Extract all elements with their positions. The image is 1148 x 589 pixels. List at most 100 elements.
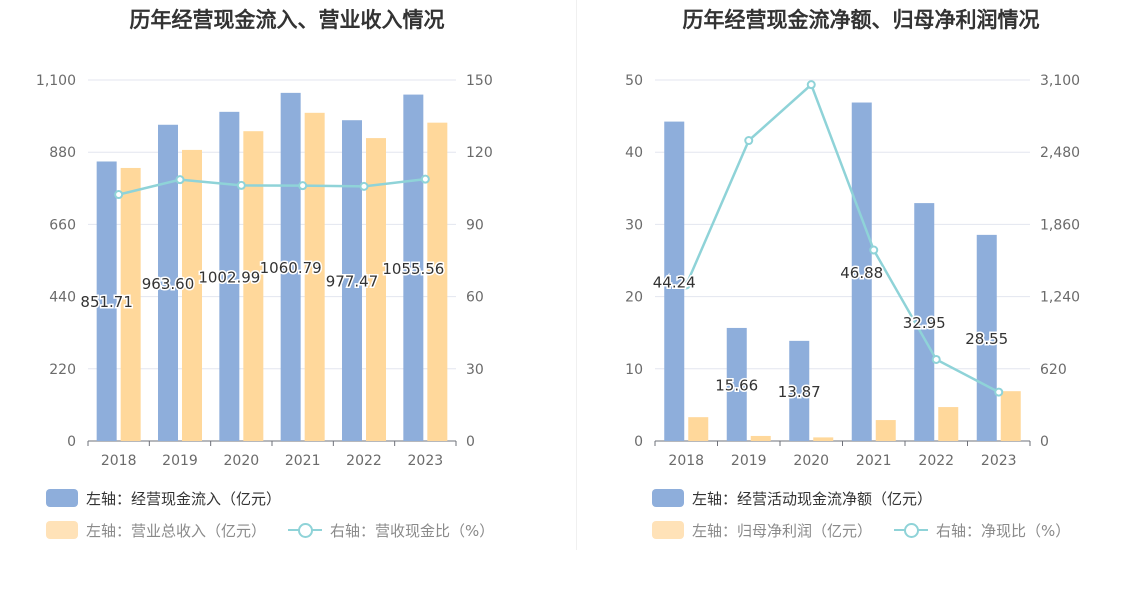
bar-primary: [342, 120, 362, 441]
legend-swatch-cash-inflow: [46, 489, 78, 507]
right-axis-tick-label: 0: [466, 434, 475, 450]
bar-data-label: 46.88: [840, 264, 883, 282]
left-axis-tick-label: 660: [49, 217, 76, 233]
ratio-line: [685, 82, 1000, 394]
legend-swatch-revenue: [46, 521, 78, 539]
bar-data-label: 1055.56: [382, 260, 444, 278]
chart-panel-cash-inflow-revenue: 历年经营现金流入、营业收入情况 0 220 440 660 880 1,100 0 30 60 9…: [0, 0, 574, 560]
legend-item-net-cash-ratio[interactable]: 右轴：净现比（%）: [894, 520, 1070, 541]
bar-primary: [96, 161, 117, 442]
bar-secondary: [427, 122, 448, 441]
bar-secondary: [938, 407, 959, 441]
legend-label-net-cash-ratio: 右轴：净现比（%）: [936, 521, 1071, 540]
bar-data-label: 44.24: [653, 273, 696, 291]
bar-primary: [914, 203, 935, 441]
x-axis-tick-label: 2021: [856, 453, 892, 469]
ratio-point: [298, 181, 308, 191]
ratio-point: [994, 387, 1004, 397]
left-axis-tick-label: 30: [625, 217, 643, 233]
legend-item-net-cashflow[interactable]: 左轴：经营活动现金流净额（亿元）: [652, 488, 932, 509]
legend-row: 左轴：经营活动现金流净额（亿元）: [652, 486, 954, 510]
bar-primary: [664, 121, 685, 442]
legend-label-net-cashflow: 左轴：经营活动现金流净额（亿元）: [692, 489, 933, 508]
right-axis-tick-label: 1,860: [1040, 217, 1080, 233]
bar-primary: [726, 327, 747, 441]
chart-title: 历年经营现金流净额、归母净利润情况: [682, 8, 1040, 32]
bar-primary: [219, 111, 240, 442]
bar-data-label: 15.66: [715, 376, 758, 394]
bar-secondary: [688, 417, 709, 441]
legend-label-net-profit: 左轴：归母净利润（亿元）: [692, 521, 873, 540]
bar-primary: [789, 340, 810, 441]
x-axis-tick-label: 2020: [793, 453, 829, 469]
left-axis-tick-label: 220: [49, 362, 76, 378]
legend-label-revenue: 左轴：营业总收入（亿元）: [86, 521, 267, 540]
chart-title: 历年经营现金流入、营业收入情况: [129, 8, 445, 32]
ratio-point: [869, 245, 879, 255]
bar-data-label: 32.95: [903, 314, 946, 332]
bar-secondary: [182, 149, 202, 442]
right-axis-tick-label: 120: [466, 145, 493, 161]
legend-swatch-net-cashflow: [652, 489, 684, 507]
chart-plot-cash-inflow-revenue: 0 220 440 660 880 1,100 0 30 60 90 120 150 2018 2019 2…: [36, 73, 493, 469]
ratio-point: [806, 80, 816, 90]
left-axis-tick-label: 0: [634, 434, 643, 450]
ratio-line: [118, 177, 426, 196]
right-axis-tick-label: 620: [1040, 362, 1067, 378]
bar-secondary: [243, 131, 264, 442]
bar-secondary: [750, 435, 771, 441]
x-axis-tick-label: 2022: [918, 453, 954, 469]
right-axis-tick-label: 1,240: [1040, 290, 1080, 306]
right-axis-tick-label: 60: [466, 290, 484, 306]
legend-item-net-profit[interactable]: 左轴：归母净利润（亿元）: [652, 520, 872, 541]
x-axis-tick-label: 2021: [285, 453, 321, 469]
legend-item-revenue-cash-ratio[interactable]: 右轴：营收现金比（%）: [288, 520, 494, 541]
legend-label-cash-inflow: 左轴：经营现金流入（亿元）: [86, 489, 282, 508]
legend-item-revenue[interactable]: 左轴：营业总收入（亿元）: [46, 520, 266, 541]
x-axis-tick-label: 2020: [224, 453, 260, 469]
left-axis-tick-label: 20: [625, 290, 643, 306]
bar-data-label: 28.55: [965, 330, 1008, 348]
x-axis-tick-label: 2023: [408, 453, 444, 469]
ratio-point: [420, 174, 430, 184]
bar-secondary: [813, 437, 834, 441]
bar-secondary: [366, 138, 386, 441]
chart-panel-net-cashflow-profit: 历年经营现金流净额、归母净利润情况 0 10 20 30 40 50 0 620 1,240 1,…: [574, 0, 1148, 560]
legend-row: 左轴：营业总收入（亿元） 右轴：营收现金比（%）: [46, 518, 516, 542]
bar-data-label: 963.60: [142, 275, 195, 293]
x-axis-tick-label: 2019: [731, 453, 767, 469]
x-axis-tick-label: 2018: [668, 453, 704, 469]
bar-primary: [280, 92, 301, 441]
right-axis-tick-label: 3,100: [1040, 73, 1080, 89]
bar-data-label: 851.71: [80, 293, 133, 311]
legend-row: 左轴：归母净利润（亿元） 右轴：净现比（%）: [652, 518, 1092, 542]
ratio-point: [114, 190, 124, 200]
bar-secondary: [120, 167, 141, 441]
right-axis-tick-label: 30: [466, 362, 484, 378]
legend-swatch-line-icon: [894, 521, 929, 539]
bar-secondary: [1000, 391, 1021, 441]
bar-primary: [158, 124, 178, 441]
right-axis-tick-label: 90: [466, 217, 484, 233]
x-axis-tick-label: 2022: [346, 453, 382, 469]
legend-swatch-net-profit: [652, 521, 684, 539]
bar-secondary: [304, 112, 325, 442]
legend-label-revenue-cash-ratio: 右轴：营收现金比（%）: [330, 521, 495, 540]
x-axis-tick-label: 2023: [981, 453, 1017, 469]
chart-plot-net-cashflow-profit: 0 10 20 30 40 50 0 620 1,240 1,860 2,480 3,100 2018 2…: [625, 73, 1080, 469]
left-axis-tick-label: 10: [625, 362, 643, 378]
panel-divider: [576, 0, 577, 550]
legend-item-cash-inflow[interactable]: 左轴：经营现金流入（亿元）: [46, 488, 281, 509]
bar-secondary: [875, 420, 896, 441]
legend-swatch-line-icon: [288, 521, 323, 539]
right-axis-tick-label: 150: [466, 73, 493, 89]
x-axis-tick-label: 2019: [162, 453, 198, 469]
bar-primary: [851, 102, 872, 441]
left-axis-tick-label: 0: [67, 434, 76, 450]
left-axis-tick-label: 40: [625, 145, 643, 161]
right-axis-tick-label: 0: [1040, 434, 1049, 450]
right-axis-tick-label: 2,480: [1040, 145, 1080, 161]
left-axis-tick-label: 880: [49, 145, 76, 161]
bar-data-label: 1002.99: [198, 268, 260, 286]
bar-data-label: 1060.79: [260, 259, 322, 277]
